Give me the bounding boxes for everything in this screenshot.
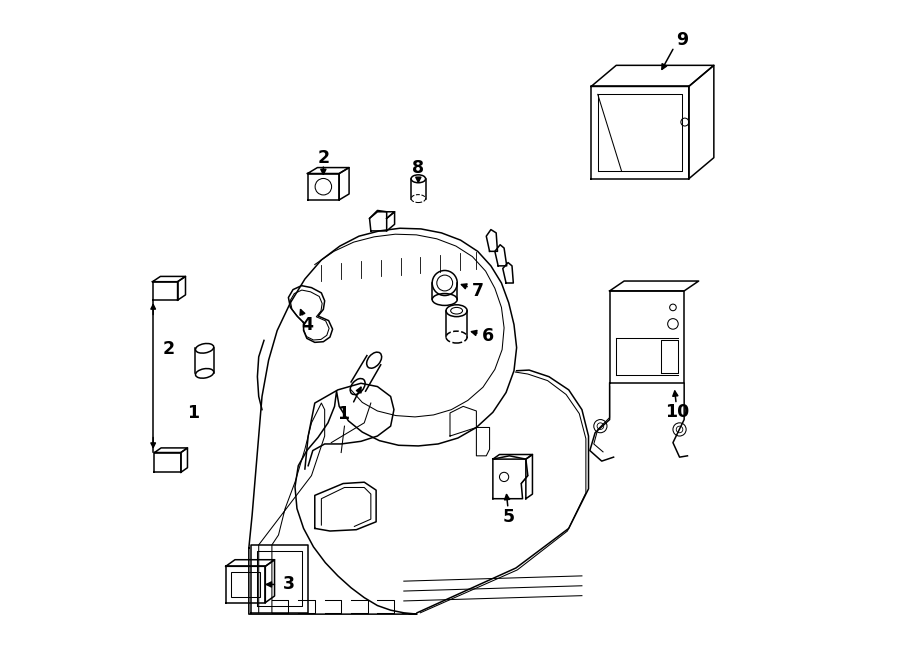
Text: 10: 10 [665, 403, 689, 420]
Text: 9: 9 [676, 31, 688, 50]
Text: 4: 4 [302, 316, 313, 334]
Text: 2: 2 [318, 149, 329, 167]
Text: 5: 5 [502, 508, 515, 525]
Text: 6: 6 [482, 327, 494, 345]
Text: 8: 8 [412, 159, 425, 176]
Text: 1: 1 [338, 405, 349, 422]
Text: 7: 7 [472, 282, 483, 300]
Text: 1: 1 [186, 404, 199, 422]
Text: 2: 2 [162, 340, 175, 358]
Text: 3: 3 [283, 576, 294, 594]
